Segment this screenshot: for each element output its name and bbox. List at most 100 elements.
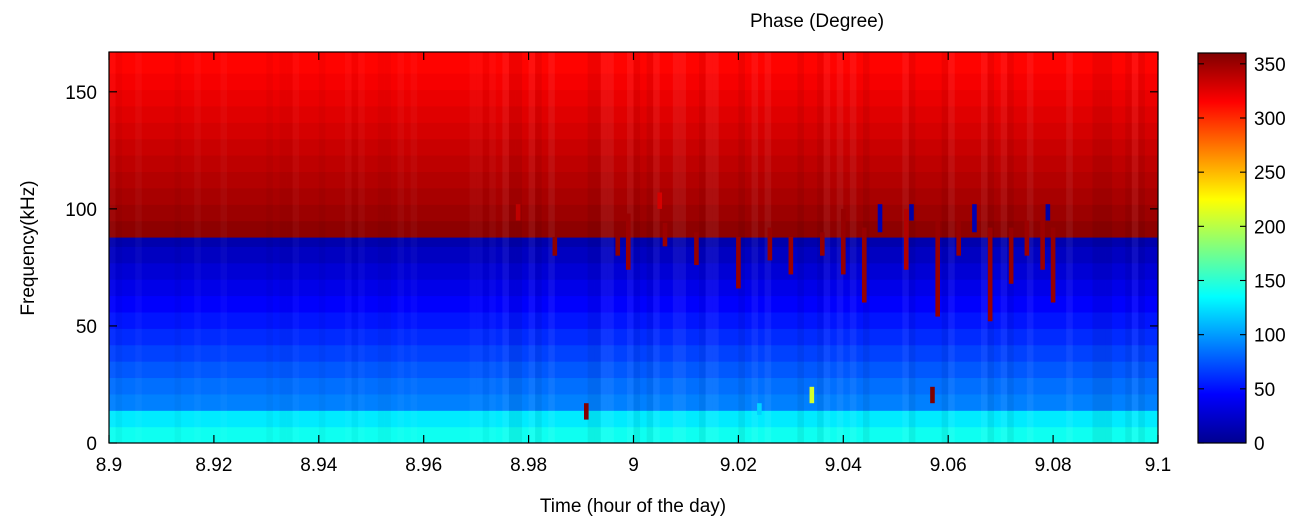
texture-column xyxy=(1098,52,1106,443)
texture-column xyxy=(797,52,804,443)
texture-column xyxy=(646,52,654,443)
band-cell-16 xyxy=(109,171,1158,189)
y-tick-label: 50 xyxy=(76,317,97,338)
texture-column xyxy=(483,52,490,443)
texture-column xyxy=(633,52,641,443)
band-cell-7 xyxy=(109,311,1158,329)
texture-column xyxy=(908,52,916,443)
colorbar-tick-label: 200 xyxy=(1254,217,1286,238)
anomaly-cell-24 xyxy=(1008,227,1014,284)
texture-column xyxy=(607,52,614,443)
texture-column xyxy=(653,52,660,443)
texture-column xyxy=(836,52,844,443)
band-cell-13 xyxy=(109,220,1158,238)
band-cell-12 xyxy=(109,236,1158,247)
x-tick-label: 9 xyxy=(628,455,639,476)
texture-column xyxy=(1066,52,1073,443)
texture-column xyxy=(319,52,326,443)
band-cell-4 xyxy=(109,361,1158,379)
texture-column xyxy=(279,52,286,443)
colorbar-tick-label: 0 xyxy=(1254,434,1265,455)
texture-column xyxy=(528,52,536,443)
x-tick-label: 9.02 xyxy=(720,455,757,476)
texture-column xyxy=(1092,52,1099,443)
colorbar-tick-label: 300 xyxy=(1254,109,1286,130)
frequency-bands xyxy=(109,52,1158,443)
band-cell-19 xyxy=(109,122,1158,140)
y-tick-label: 150 xyxy=(65,83,97,104)
texture-column xyxy=(594,52,601,443)
texture-column xyxy=(384,52,391,443)
x-axis-label: Time (hour of the day) xyxy=(540,496,726,517)
anomaly-cell-23 xyxy=(987,227,993,322)
y-tick-label: 100 xyxy=(65,200,97,221)
band-cell-11 xyxy=(109,246,1158,264)
heatmap-area xyxy=(109,52,1158,443)
x-tick-label: 8.98 xyxy=(510,455,547,476)
anomaly-cell-8 xyxy=(736,236,741,289)
texture-column xyxy=(508,52,516,443)
band-cell-3 xyxy=(109,377,1158,395)
texture-column xyxy=(345,52,352,443)
anomaly-cell-14 xyxy=(841,208,846,275)
colorbar-tick-label: 100 xyxy=(1254,326,1286,347)
chart-title: Phase (Degree) xyxy=(750,11,884,32)
band-cell-2 xyxy=(109,393,1158,411)
band-cell-20 xyxy=(109,105,1158,123)
band-cell-23 xyxy=(109,52,1158,74)
band-cell-15 xyxy=(109,187,1158,205)
texture-column xyxy=(194,52,201,443)
anomaly-cell-7 xyxy=(694,232,699,266)
anomaly-cell-10 xyxy=(767,227,773,261)
x-tick-label: 9.04 xyxy=(825,455,862,476)
texture-column xyxy=(378,52,385,443)
texture-column xyxy=(1105,52,1113,443)
colorbar-tick-label: 250 xyxy=(1254,163,1286,184)
texture-column xyxy=(1000,52,1008,443)
colorbar-tick-label: 50 xyxy=(1254,380,1275,401)
band-cell-10 xyxy=(109,262,1158,280)
texture-column xyxy=(489,52,496,443)
band-cell-1 xyxy=(109,410,1158,428)
anomaly-cell-11 xyxy=(788,236,794,275)
anomaly-cell-15 xyxy=(861,227,867,303)
anomaly-cell-1 xyxy=(583,403,589,420)
band-cell-22 xyxy=(109,73,1158,91)
band-cell-14 xyxy=(109,204,1158,222)
colorbar-gradient xyxy=(1198,53,1246,443)
texture-column xyxy=(1131,52,1139,443)
anomaly-cell-27 xyxy=(1045,204,1051,221)
texture-column xyxy=(397,52,404,443)
texture-column xyxy=(1125,52,1132,443)
colorbar-frame xyxy=(1197,52,1247,444)
x-tick-label: 9.08 xyxy=(1035,455,1072,476)
texture-column xyxy=(411,52,418,443)
texture-column xyxy=(293,52,300,443)
texture-column xyxy=(476,52,483,443)
anomaly-cell-6 xyxy=(662,222,668,247)
band-cell-6 xyxy=(109,328,1158,346)
anomaly-cell-3 xyxy=(615,236,621,256)
texture-column xyxy=(116,52,123,443)
x-tick-label: 8.94 xyxy=(300,455,337,476)
texture-column xyxy=(679,52,686,443)
texture-column xyxy=(587,52,595,443)
anomaly-cell-12 xyxy=(809,386,815,404)
texture-column xyxy=(109,52,116,443)
anomaly-cell-0 xyxy=(515,204,521,221)
anomaly-cells xyxy=(515,192,1056,420)
texture-column xyxy=(823,52,831,443)
x-axis-ticks: 8.9 8.92 8.94 8.96 8.98 9 9.02 9.04 9.06 9.08 9.1 xyxy=(96,52,1171,476)
anomaly-cell-17 xyxy=(903,208,909,270)
texture-column xyxy=(980,52,988,443)
anomaly-cell-9 xyxy=(757,403,762,415)
band-cell-17 xyxy=(109,155,1158,173)
texture-column xyxy=(948,52,955,443)
anomaly-cell-21 xyxy=(956,220,961,256)
anomaly-cell-26 xyxy=(1040,204,1045,270)
anomaly-cell-19 xyxy=(930,386,935,404)
texture-column xyxy=(705,52,713,443)
texture-column xyxy=(712,52,719,443)
texture-column xyxy=(358,52,365,443)
